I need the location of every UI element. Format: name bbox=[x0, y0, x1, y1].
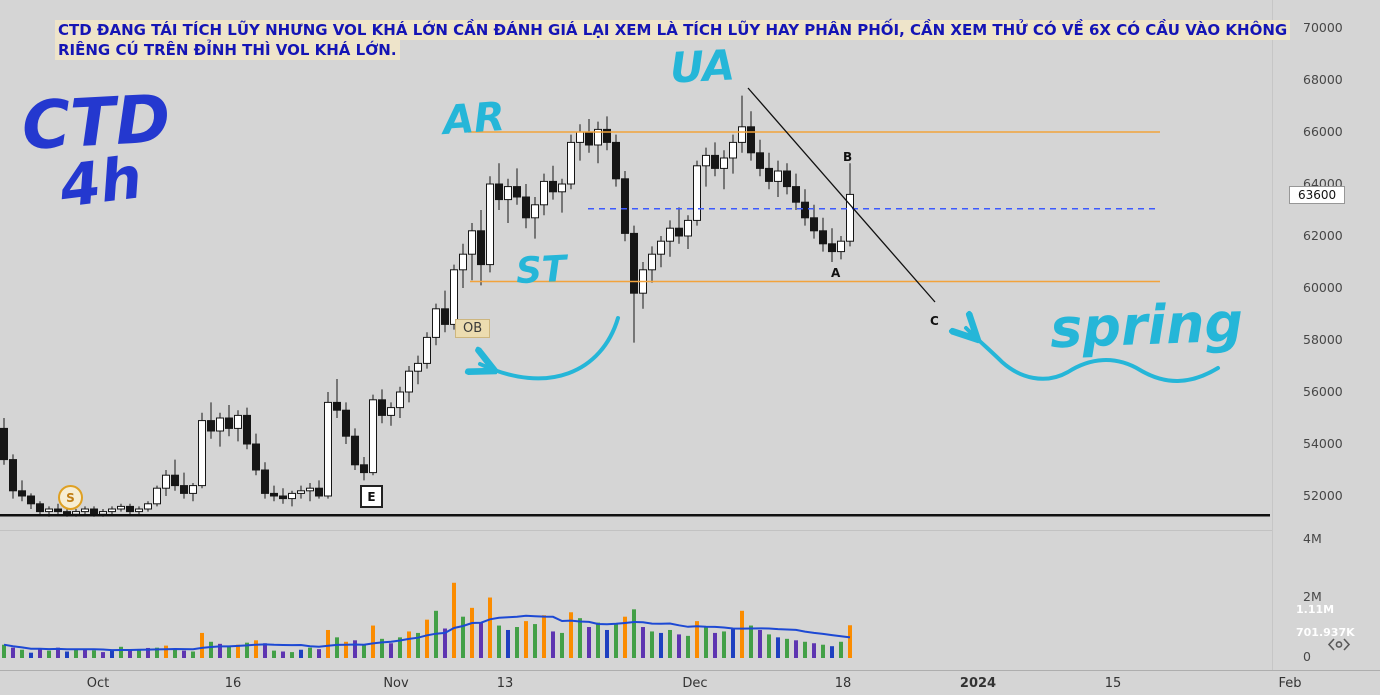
volume-tick-label: 4M bbox=[1303, 531, 1322, 546]
analysis-note-line1: CTD ĐANG TÁI TÍCH LŨY NHƯNG VOL KHÁ LỚN … bbox=[55, 20, 1291, 40]
time-tick-label: 18 bbox=[834, 676, 852, 691]
handwritten-ar-label[interactable]: AR bbox=[441, 93, 507, 145]
handwritten-st-label[interactable]: ST bbox=[514, 248, 568, 293]
time-tick-label: Nov bbox=[383, 676, 409, 691]
current-price-label: 63600 bbox=[1289, 186, 1346, 204]
price-tick-label: 52000 bbox=[1303, 488, 1343, 503]
time-tick-label: Dec bbox=[682, 676, 708, 691]
volume-ma-line[interactable] bbox=[3, 614, 851, 652]
time-tick-label: Feb bbox=[1278, 676, 1302, 691]
volume-tick-label: 2M bbox=[1303, 589, 1322, 604]
time-tick-label: 13 bbox=[496, 676, 514, 691]
volume-ma-badge-blue: 701.937K bbox=[1296, 626, 1355, 639]
curved-arrow[interactable] bbox=[480, 316, 620, 381]
volume-layer bbox=[2, 582, 852, 658]
volume-tick-label: 0 bbox=[1303, 649, 1311, 664]
time-tick-label: 2024 bbox=[959, 676, 997, 691]
point-a-label[interactable]: A bbox=[831, 266, 841, 280]
point-b-label[interactable]: B bbox=[843, 150, 853, 164]
time-axis[interactable]: Oct 16 Nov 13 Dec 18 2024 15 Feb bbox=[0, 670, 1380, 695]
analysis-note-line2: RIÊNG CÚ TRÊN ĐỈNH THÌ VOL KHÁ LỚN. bbox=[55, 40, 400, 60]
analysis-note[interactable]: CTD ĐANG TÁI TÍCH LŨY NHƯNG VOL KHÁ LỚN … bbox=[55, 20, 1291, 60]
price-tick-label: 66000 bbox=[1303, 124, 1343, 139]
price-tick-label: 62000 bbox=[1303, 228, 1343, 243]
price-axis[interactable]: 70000 68000 66000 64000 62000 60000 58000 56000… bbox=[1272, 0, 1380, 670]
point-c-label[interactable]: C bbox=[930, 314, 939, 328]
projection-line[interactable] bbox=[747, 87, 936, 303]
price-tick-label: 56000 bbox=[1303, 384, 1343, 399]
time-tick-label: Oct bbox=[86, 676, 110, 691]
ob-note-box[interactable]: OB bbox=[455, 319, 491, 338]
price-tick-label: 54000 bbox=[1303, 436, 1343, 451]
split-event-marker[interactable]: S bbox=[58, 485, 83, 510]
squiggle-arrow[interactable] bbox=[966, 328, 1220, 383]
price-tick-label: 70000 bbox=[1303, 20, 1343, 35]
handwritten-spring-label[interactable]: spring bbox=[1048, 290, 1245, 361]
time-tick-label: 15 bbox=[1104, 676, 1122, 691]
price-tick-label: 68000 bbox=[1303, 72, 1343, 87]
price-tick-label: 58000 bbox=[1303, 332, 1343, 347]
price-tick-label: 60000 bbox=[1303, 280, 1343, 295]
volume-badge-orange: 1.11M bbox=[1296, 603, 1335, 616]
handwritten-timeframe-label[interactable]: 4h bbox=[56, 143, 146, 221]
candles-layer bbox=[0, 95, 854, 517]
earnings-event-marker[interactable]: E bbox=[360, 485, 383, 508]
camera-icon[interactable] bbox=[1326, 636, 1352, 653]
time-tick-label: 16 bbox=[224, 676, 242, 691]
